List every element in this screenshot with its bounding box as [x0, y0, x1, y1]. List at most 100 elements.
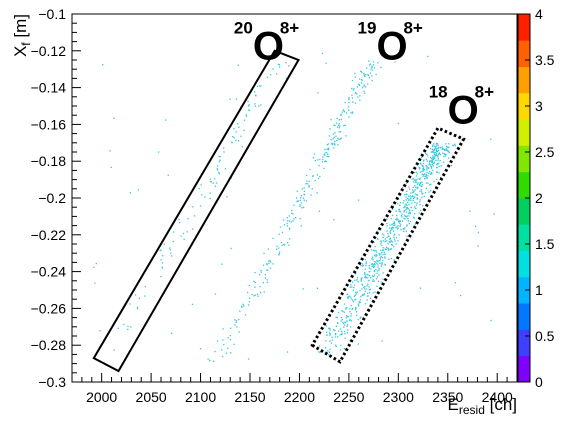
data-point: [113, 117, 115, 119]
data-point: [339, 334, 341, 336]
data-point: [408, 211, 410, 213]
data-point: [399, 211, 402, 213]
data-point: [389, 238, 391, 240]
data-point: [414, 172, 416, 174]
data-point: [336, 117, 338, 120]
data-point: [325, 325, 328, 327]
data-point: [415, 179, 417, 181]
data-point: [404, 242, 406, 244]
data-point: [218, 160, 221, 162]
data-point: [376, 254, 378, 257]
data-point: [380, 66, 382, 68]
data-point: [421, 196, 423, 199]
data-point: [398, 234, 400, 236]
data-point: [416, 202, 418, 204]
data-point: [352, 301, 354, 303]
data-point: [460, 294, 462, 297]
data-point: [249, 297, 251, 299]
data-point: [328, 354, 330, 356]
data-point: [368, 267, 370, 269]
data-point: [373, 241, 375, 243]
data-point: [386, 222, 388, 225]
data-point: [433, 180, 435, 183]
data-point: [335, 316, 337, 319]
data-point: [242, 303, 244, 305]
data-point: [431, 145, 434, 147]
y-tick-label: −0.1: [38, 6, 66, 22]
data-point: [361, 283, 363, 285]
data-point: [431, 159, 434, 161]
data-point: [435, 154, 437, 157]
data-point: [331, 336, 333, 338]
data-point: [406, 207, 408, 209]
data-point: [436, 142, 438, 145]
data-point: [276, 73, 278, 75]
x-tick-label: 2100: [185, 389, 216, 405]
data-point: [365, 288, 367, 290]
data-point: [419, 204, 421, 206]
data-point: [392, 205, 394, 207]
data-point: [243, 129, 245, 132]
data-point: [336, 140, 338, 142]
data-point: [390, 218, 392, 220]
data-point: [378, 252, 380, 255]
data-point: [209, 197, 211, 200]
data-point: [415, 181, 417, 184]
data-point: [405, 203, 407, 205]
data-point: [324, 160, 327, 162]
data-point: [413, 179, 415, 181]
data-point: [327, 156, 330, 158]
data-point: [403, 207, 405, 209]
data-point: [367, 292, 369, 294]
color-scale-band: [518, 92, 530, 120]
data-point: [302, 288, 304, 290]
data-point: [436, 166, 438, 169]
data-point: [446, 149, 449, 151]
data-point: [422, 192, 424, 195]
data-point: [433, 156, 435, 158]
data-point: [436, 145, 438, 147]
data-point: [308, 184, 310, 186]
data-point: [329, 334, 331, 336]
data-point: [405, 230, 407, 233]
data-point: [368, 286, 370, 288]
data-point: [319, 158, 321, 161]
data-point: [393, 259, 395, 261]
data-point: [351, 111, 353, 113]
data-point: [296, 200, 298, 203]
data-point: [198, 187, 200, 190]
data-point: [425, 187, 427, 189]
data-point: [94, 282, 96, 284]
data-point: [308, 180, 310, 183]
data-point: [347, 296, 349, 298]
data-point: [288, 65, 290, 67]
data-point: [359, 290, 361, 292]
data-point: [293, 218, 295, 220]
data-point: [256, 293, 259, 295]
data-point: [375, 73, 377, 76]
data-point: [371, 258, 373, 260]
data-point: [446, 145, 448, 148]
background-events: [93, 52, 495, 360]
data-point: [344, 333, 346, 335]
data-point: [397, 240, 399, 242]
color-scale-label: 2: [535, 190, 543, 206]
data-point: [367, 279, 370, 282]
data-point: [419, 201, 421, 203]
data-point: [268, 262, 270, 265]
data-point: [341, 333, 343, 335]
data-point: [376, 272, 378, 274]
data-point: [253, 280, 255, 282]
data-point: [359, 78, 361, 80]
data-point: [340, 118, 342, 121]
data-point: [434, 155, 436, 157]
data-point: [167, 174, 169, 176]
data-point: [289, 238, 291, 240]
data-point: [432, 144, 434, 146]
data-point: [414, 201, 416, 204]
data-point: [229, 98, 231, 100]
data-point: [358, 304, 360, 307]
data-point: [400, 228, 402, 231]
data-point: [243, 119, 246, 121]
data-point: [363, 84, 365, 86]
